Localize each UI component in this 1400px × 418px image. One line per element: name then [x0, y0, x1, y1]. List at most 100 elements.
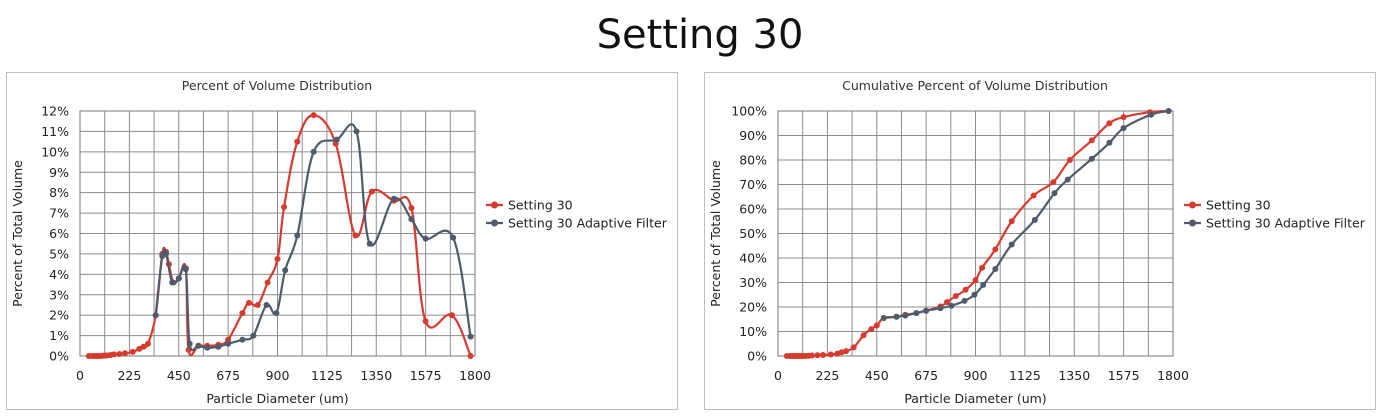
data-point	[971, 291, 978, 298]
data-point	[843, 348, 849, 355]
x-tick-label: 1350	[1058, 368, 1090, 383]
x-tick-label: 0	[76, 368, 84, 383]
data-point	[880, 315, 887, 321]
data-point	[937, 305, 944, 312]
x-tick-label: 450	[865, 368, 889, 383]
data-point	[390, 195, 397, 202]
data-point	[952, 293, 959, 299]
y-tick-label: 2%	[49, 308, 69, 323]
data-point	[263, 302, 270, 308]
y-axis-label: Percent of Total Volume	[10, 160, 25, 307]
data-point	[902, 312, 909, 319]
data-point	[225, 340, 232, 347]
data-point	[169, 279, 176, 286]
y-tick-label: 10%	[41, 144, 69, 159]
data-point	[1088, 137, 1095, 144]
data-point	[1106, 139, 1113, 146]
legend-label: Setting 30 Adaptive Filter	[1206, 216, 1366, 231]
data-point	[980, 281, 987, 288]
x-tick-label: 1575	[410, 368, 442, 383]
plot-area-frame	[777, 110, 1174, 357]
data-point	[408, 216, 415, 223]
data-point	[948, 302, 955, 309]
y-tick-label: 20%	[739, 300, 767, 315]
chart-title: Cumulative Percent of Volume Distributio…	[842, 78, 1108, 93]
data-point	[944, 299, 950, 306]
y-tick-label: 12%	[41, 104, 69, 119]
chart-title: Percent of Volume Distribution	[182, 78, 372, 93]
cumulative-distribution-chart: Cumulative Percent of Volume Distributio…	[704, 72, 1376, 410]
data-point	[310, 148, 317, 155]
legend-label: Setting 30	[1206, 198, 1271, 213]
data-point	[195, 342, 202, 349]
data-point	[264, 279, 271, 286]
data-point	[809, 352, 815, 359]
data-point	[913, 310, 920, 317]
y-tick-label: 10%	[739, 324, 767, 339]
x-tick-label: 900	[266, 368, 290, 383]
page-title: Setting 30	[596, 12, 804, 58]
data-point	[294, 138, 301, 145]
data-point	[1051, 190, 1058, 197]
y-tick-label: 60%	[739, 202, 767, 217]
x-axis-label: Particle Diameter (um)	[206, 391, 348, 406]
data-point	[1064, 176, 1071, 183]
data-point	[820, 352, 826, 358]
data-point	[422, 318, 429, 325]
y-tick-label: 40%	[739, 251, 767, 266]
series-line-1	[88, 114, 472, 358]
y-tick-label: 1%	[49, 328, 69, 343]
volume-distribution-chart: Percent of Volume Distribution 0% 1% 2% 3% 4%…	[6, 72, 678, 410]
data-point	[273, 310, 280, 317]
y-tick-label: 4%	[49, 267, 69, 282]
data-point	[979, 264, 986, 271]
data-point	[333, 136, 340, 143]
data-point	[972, 277, 979, 284]
y-tick-label: 80%	[739, 153, 767, 168]
data-point	[129, 348, 136, 355]
y-tick-label: 50%	[739, 226, 767, 241]
x-tick-label: 1800	[459, 368, 491, 383]
plot-area-frame	[79, 110, 476, 357]
legend-swatch-marker	[491, 201, 498, 209]
y-tick-label: 30%	[739, 275, 767, 290]
data-point	[868, 326, 875, 333]
data-point	[992, 266, 999, 272]
y-tick-label: 0%	[747, 349, 767, 364]
data-point	[282, 267, 289, 274]
legend-swatch-marker	[1189, 219, 1196, 227]
data-point	[860, 332, 867, 339]
data-point	[814, 352, 821, 359]
x-tick-label: 225	[815, 368, 839, 383]
data-point	[827, 351, 834, 358]
data-point	[1120, 125, 1127, 132]
x-tick-label: 1125	[311, 368, 343, 383]
data-point	[254, 302, 261, 308]
legend-label: Setting 30	[508, 198, 573, 213]
data-point	[274, 256, 281, 262]
y-tick-label: 11%	[41, 124, 69, 139]
data-point	[310, 112, 317, 119]
data-point	[962, 286, 969, 293]
data-point	[152, 312, 159, 319]
data-point	[353, 128, 360, 135]
data-point	[294, 232, 301, 239]
data-point	[992, 246, 999, 253]
data-point	[250, 332, 257, 339]
data-point	[450, 234, 457, 241]
legend-swatch-marker	[1189, 201, 1196, 209]
x-tick-label: 675	[216, 368, 240, 383]
data-point	[422, 235, 429, 242]
data-point	[239, 336, 246, 343]
data-point	[239, 310, 246, 317]
y-tick-label: 7%	[49, 206, 69, 221]
data-point	[175, 275, 182, 282]
data-point	[1106, 120, 1113, 127]
data-point	[140, 343, 147, 350]
data-point	[1050, 179, 1057, 186]
x-tick-label: 225	[117, 368, 141, 383]
volume-distribution-svg: Percent of Volume Distribution 0% 1% 2% 3% 4%…	[10, 78, 668, 406]
x-axis-label: Particle Diameter (um)	[904, 391, 1046, 406]
data-point	[1031, 217, 1038, 223]
data-point	[281, 204, 288, 210]
